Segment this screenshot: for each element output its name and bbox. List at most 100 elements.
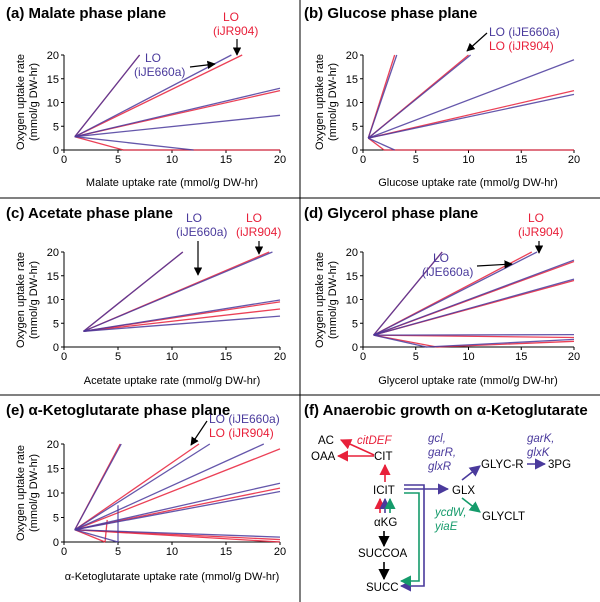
arrow-glx-to-glyclt xyxy=(461,497,481,513)
panel-e-ytick-label: 10 xyxy=(47,488,59,500)
panel-d-xtick-label: 20 xyxy=(568,351,580,363)
panel-d-line-ije660a xyxy=(373,278,575,336)
panel-e-ylabel-line-2: (mmol/g DW-hr) xyxy=(28,454,40,532)
panel-f: (f) Anaerobic growth on α-Ketoglutarate … xyxy=(304,402,588,594)
panel-e-line-ije660a xyxy=(74,529,119,543)
panel-d-ylabel-line-2: (mmol/g DW-hr) xyxy=(327,261,339,339)
panel-c-line-ije660a xyxy=(83,315,281,332)
panel-d-lo-ijr904: LO xyxy=(528,211,544,225)
panel-d-series-group xyxy=(373,251,575,348)
panel-b-xtick-label: 5 xyxy=(413,154,419,166)
panel-a-ylabel: Oxygen uptake rate (mmol/g DW-hr) xyxy=(15,54,40,150)
panel-a-plot: 0 5 10 15 20 0 5 10 15 20 xyxy=(47,50,286,166)
panel-e-plot: 0 5 10 15 20 0 5 10 15 20 xyxy=(47,439,286,558)
panel-b-ytick-label: 20 xyxy=(346,50,358,62)
panel-e-xlabel: α-Ketoglutarate uptake rate (mmol/g DW-h… xyxy=(65,571,280,583)
panel-c-line-ijr904 xyxy=(83,308,281,332)
panel-a-lo-ije660a: LO xyxy=(145,51,161,65)
panel-a-ytick-label: 0 xyxy=(53,145,59,157)
panel-b-ytick-label: 10 xyxy=(346,98,358,110)
panel-c-lo-ijr904-model: (iJR904) xyxy=(236,225,281,239)
panel-b-ytick-label: 0 xyxy=(352,145,358,157)
panel-e-line-ije660a xyxy=(74,443,265,531)
gene-glxr: glxR xyxy=(428,461,451,473)
panel-c-lo-ijr904: LO xyxy=(246,211,262,225)
gene-citdef: citDEF xyxy=(357,435,392,447)
node-akg: αKG xyxy=(374,517,397,529)
panel-d-lo-ijr904-model: (iJR904) xyxy=(518,225,563,239)
panel-e-line-ije660a xyxy=(74,529,281,538)
panel-a-xtick-label: 10 xyxy=(166,154,178,166)
panel-e-line-ije660a xyxy=(74,482,281,531)
panel-e-lo-ije660a: LO (iJE660a) xyxy=(209,412,280,426)
panel-b-ylabel-line-1: Oxygen uptake rate xyxy=(314,54,326,150)
gene-yiae: yiaE xyxy=(434,521,458,533)
panel-c-ylabel: Oxygen uptake rate (mmol/g DW-hr) xyxy=(15,252,40,348)
panel-e-lo-ijr904: LO (iJR904) xyxy=(209,426,274,440)
panel-b-ytick-label: 15 xyxy=(346,74,358,86)
panel-b-xtick-label: 0 xyxy=(360,154,366,166)
gene-gark: garK, xyxy=(527,433,555,445)
panel-d-line-ijr904 xyxy=(436,340,575,348)
panel-d-line-ije660a xyxy=(373,251,443,336)
panel-c-ylabel-line-2: (mmol/g DW-hr) xyxy=(28,261,40,339)
panel-c-lo-ije660a-model: (iJE660a) xyxy=(176,225,227,239)
panel-d-line-ije660a xyxy=(426,338,575,348)
panel-a-ytick-label: 20 xyxy=(47,50,59,62)
panel-e-line-ije660a xyxy=(74,490,281,531)
panel-c-line-ije660a xyxy=(83,251,184,332)
gene-garr: garR, xyxy=(428,447,456,459)
panel-a-title: (a) Malate phase plane xyxy=(6,5,166,22)
panel-a-line-ije660a xyxy=(74,54,232,138)
panel-a-line-ije660a xyxy=(74,87,281,138)
panel-b-lo-ijr904: LO (iJR904) xyxy=(489,39,554,53)
panel-d-arrow-ije660a xyxy=(476,260,513,269)
panel-d-xlabel: Glycerol uptake rate (mmol/g DW-hr) xyxy=(378,375,558,387)
panel-e-line-ije660a xyxy=(74,443,211,531)
panel-f-title: (f) Anaerobic growth on α-Ketoglutarate xyxy=(304,402,588,419)
panel-d-ytick-label: 15 xyxy=(346,271,358,283)
panel-d-ytick-label: 20 xyxy=(346,247,358,259)
panel-b-title: (b) Glucose phase plane xyxy=(304,5,477,22)
panel-e-xtick-label: 0 xyxy=(61,546,67,558)
node-succoa: SUCCOA xyxy=(358,548,408,560)
panel-d-lo-ije660a: LO xyxy=(433,251,449,265)
panel-a-lo-ije660a-model: (iJE660a) xyxy=(134,65,185,79)
panel-b-line-ije660a xyxy=(367,54,398,139)
panel-d-xtick-label: 5 xyxy=(413,351,419,363)
panel-e-ylabel: Oxygen uptake rate (mmol/g DW-hr) xyxy=(15,445,40,541)
node-oaa: OAA xyxy=(311,451,336,463)
arrow-icit-to-succ-green xyxy=(399,492,420,587)
panel-d-xtick-label: 15 xyxy=(515,351,527,363)
panel-b-line-ije660a xyxy=(368,137,395,151)
panel-e-line-ijr904 xyxy=(74,529,281,543)
panel-d-ytick-label: 0 xyxy=(352,342,358,354)
panel-c-xtick-label: 20 xyxy=(274,351,286,363)
node-glyclt: GLYCLT xyxy=(482,511,525,523)
panel-b-ytick-label: 5 xyxy=(352,121,358,133)
panel-c-ylabel-line-1: Oxygen uptake rate xyxy=(15,252,27,348)
panel-d-xtick-label: 10 xyxy=(462,351,474,363)
panel-c-xlabel: Acetate uptake rate (mmol/g DW-hr) xyxy=(84,375,260,387)
panel-e: (e) α-Ketoglutarate phase plane 0 5 10 15 20… xyxy=(6,402,286,583)
panel-c-xtick-label: 0 xyxy=(61,351,67,363)
panel-e-ytick-label: 15 xyxy=(47,464,59,476)
node-3pg: 3PG xyxy=(548,459,571,471)
panel-d-lo-ije660a-model: (iJE660a) xyxy=(422,265,473,279)
panel-c-line-ije660a xyxy=(83,251,273,332)
panel-c-ytick-label: 15 xyxy=(47,271,59,283)
panel-c-line-ije660a xyxy=(83,299,281,332)
panel-e-ytick-label: 5 xyxy=(53,513,59,525)
panel-d-title: (d) Glycerol phase plane xyxy=(304,205,478,222)
panel-b-arrow xyxy=(466,32,488,52)
panel-c-ytick-label: 20 xyxy=(47,247,59,259)
panel-e-xtick-label: 10 xyxy=(166,546,178,558)
panel-a-ytick-label: 5 xyxy=(53,121,59,133)
panel-c-ytick-label: 0 xyxy=(53,342,59,354)
panel-d-line-ije660a xyxy=(373,259,575,336)
panel-c-xtick-label: 10 xyxy=(166,351,178,363)
panel-c-series-group xyxy=(83,251,281,332)
panel-a-line-ije660a xyxy=(74,136,194,151)
panel-a-line-ije660a xyxy=(74,54,141,138)
panel-a-xtick-label: 0 xyxy=(61,154,67,166)
